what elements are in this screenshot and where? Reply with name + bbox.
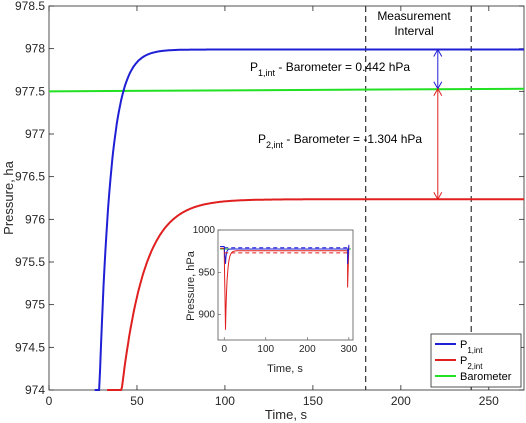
legend-label-p1: P1,int xyxy=(460,339,483,355)
series-line-p1-int xyxy=(94,48,524,391)
y-tick-label-4: 976 xyxy=(25,212,45,226)
measurement-interval-label-line1: Measurement xyxy=(377,9,451,23)
annotation-p1-barometer: P1,int - Barometer = 0.442 hPa xyxy=(250,60,410,78)
inset-y-tick-label-0: 900 xyxy=(198,310,215,321)
y-tick-label-8: 978 xyxy=(25,42,45,56)
y-axis-label: Pressure, ha xyxy=(1,160,16,234)
x-tick-label-2: 100 xyxy=(215,394,235,408)
x-tick-label-3: 150 xyxy=(303,394,323,408)
legend-label-barometer: Barometer xyxy=(460,371,512,383)
inset-x-tick-label-3: 300 xyxy=(341,344,358,355)
inset-y-axis-label: Pressure, hPa xyxy=(185,250,197,321)
inset-axis-ticks: 0 100 200 300 900 950 1000 xyxy=(193,225,358,355)
legend: P1,int P2,int Barometer xyxy=(430,333,522,388)
inset-x-tick-label-0: 0 xyxy=(221,344,227,355)
arrow2-head xyxy=(433,192,443,201)
legend-label-p2: P2,int xyxy=(460,355,483,371)
arrow1-head xyxy=(433,48,443,57)
inset-x-tick-label-2: 200 xyxy=(299,344,316,355)
arrow2-tail xyxy=(433,87,443,97)
y-tick-label-9: 978.5 xyxy=(15,0,45,13)
y-tick-label-2: 975 xyxy=(25,298,45,312)
y-tick-label-3: 975.5 xyxy=(15,255,45,269)
series-line-barometer xyxy=(48,87,525,93)
x-axis-label: Time, s xyxy=(265,407,308,422)
y-tick-label-1: 974.5 xyxy=(15,340,45,354)
inset-series-p1-int xyxy=(220,244,350,264)
y-tick-label-7: 977.5 xyxy=(15,84,45,98)
y-tick-label-5: 976.5 xyxy=(15,170,45,184)
x-tick-label-4: 200 xyxy=(391,394,411,408)
inset-x-axis-label: Time, s xyxy=(267,363,303,375)
annotation-arrow-p2 xyxy=(433,87,443,201)
y-axis-ticks: 974 974.5 975 975.5 976 976.5 977 977.5 978 978.5 xyxy=(15,0,524,397)
inset-series-p2-int xyxy=(220,246,350,330)
measurement-interval-label-line2: Interval xyxy=(394,24,433,38)
inset-plot-area xyxy=(217,229,354,341)
series-line-p2-int xyxy=(107,198,524,391)
x-tick-label-1: 50 xyxy=(130,394,144,408)
x-tick-label-5: 250 xyxy=(479,394,499,408)
y-tick-label-6: 977 xyxy=(25,127,45,141)
annotation-p2-barometer: P2,int - Barometer = -1.304 hPa xyxy=(258,132,422,150)
inset-x-tick-label-1: 100 xyxy=(257,344,274,355)
inset-y-tick-label-2: 1000 xyxy=(193,225,216,236)
x-tick-label-0: 0 xyxy=(46,394,53,408)
x-axis-ticks: 0 50 100 150 200 250 xyxy=(46,6,499,408)
inset-y-tick-label-1: 950 xyxy=(198,267,215,278)
y-tick-label-0: 974 xyxy=(25,383,45,397)
